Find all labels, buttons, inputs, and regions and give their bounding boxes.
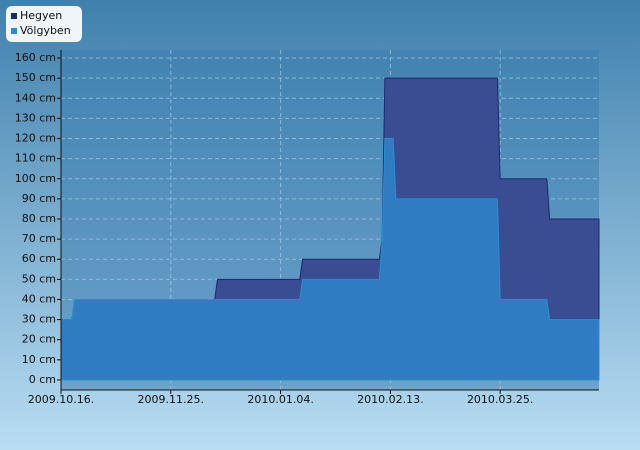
y-tick-label: 80 cm <box>22 212 56 225</box>
x-tick-label: 2010.02.13. <box>357 393 423 406</box>
y-tick-label: 130 cm <box>15 111 56 124</box>
legend-box <box>6 6 82 42</box>
y-tick-label: 120 cm <box>15 132 56 145</box>
x-tick-label: 2010.03.25. <box>467 393 533 406</box>
y-tick-label: 110 cm <box>15 152 56 165</box>
x-tick-label: 2009.11.25. <box>138 393 204 406</box>
y-tick-label: 150 cm <box>15 71 56 84</box>
y-tick-label: 60 cm <box>22 252 56 265</box>
y-tick-label: 100 cm <box>15 172 56 185</box>
y-tick-label: 20 cm <box>22 333 56 346</box>
legend-swatch <box>11 13 17 19</box>
y-tick-label: 50 cm <box>22 272 56 285</box>
legend-swatch <box>11 28 17 34</box>
y-tick-label: 90 cm <box>22 192 56 205</box>
y-tick-label: 70 cm <box>22 232 56 245</box>
legend-label: Hegyen <box>20 9 62 22</box>
y-tick-label: 0 cm <box>29 373 56 386</box>
y-tick-label: 10 cm <box>22 353 56 366</box>
x-tick-label: 2009.10.16. <box>28 393 94 406</box>
legend: Hegyen Völgyben <box>6 6 82 42</box>
y-tick-label: 160 cm <box>15 51 56 64</box>
area <box>60 138 600 381</box>
y-tick-label: 30 cm <box>22 313 56 326</box>
y-tick-label: 40 cm <box>22 292 56 305</box>
y-tick-label: 140 cm <box>15 91 56 104</box>
x-tick-label: 2010.01.04. <box>247 393 313 406</box>
legend-label: Völgyben <box>20 24 71 37</box>
